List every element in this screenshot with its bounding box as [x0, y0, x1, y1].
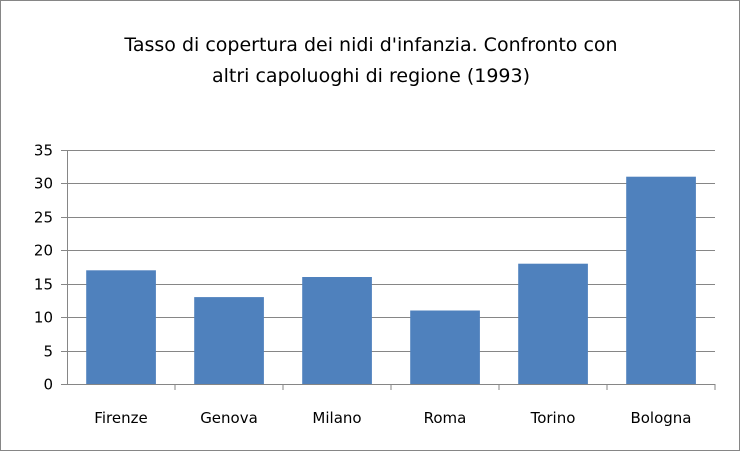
- bar-bologna: [626, 176, 696, 384]
- x-tick-label-torino: Torino: [530, 409, 576, 427]
- bar-roma: [410, 310, 480, 384]
- bar-torino: [518, 263, 588, 384]
- y-tick-label-10: 10: [34, 309, 53, 327]
- y-tick-label-20: 20: [34, 242, 53, 260]
- x-tick-label-firenze: Firenze: [94, 409, 147, 427]
- y-tick-label-5: 5: [43, 343, 53, 361]
- y-tick-label-30: 30: [34, 175, 53, 193]
- y-tick-label-25: 25: [34, 209, 53, 227]
- y-tick-label-0: 0: [43, 376, 53, 394]
- chart-title-line-2: altri capoluoghi di regione (1993): [211, 65, 531, 87]
- x-tick-label-milano: Milano: [312, 409, 361, 427]
- bar-firenze: [86, 270, 156, 384]
- bar-milano: [302, 277, 372, 384]
- y-tick-label-15: 15: [34, 276, 53, 294]
- y-tick-label-35: 35: [34, 142, 53, 160]
- chart-title: Tasso di copertura dei nidi d'infanzia. …: [31, 30, 711, 92]
- x-tick-label-genova: Genova: [200, 409, 258, 427]
- chart-title-line-1: Tasso di copertura dei nidi d'infanzia. …: [124, 34, 618, 56]
- x-tick-label-roma: Roma: [424, 409, 467, 427]
- bar-genova: [194, 297, 264, 384]
- x-tick-label-bologna: Bologna: [630, 409, 691, 427]
